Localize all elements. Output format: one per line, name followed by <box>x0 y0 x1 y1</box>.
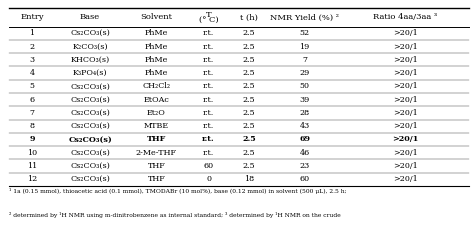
Text: 2.5: 2.5 <box>243 149 255 157</box>
Text: 2.5: 2.5 <box>243 122 255 130</box>
Text: KHCO₃(s): KHCO₃(s) <box>71 56 109 64</box>
Text: >20/1: >20/1 <box>393 122 418 130</box>
Text: 11: 11 <box>27 162 37 170</box>
Text: Entry: Entry <box>20 13 44 21</box>
Text: >20/1: >20/1 <box>393 69 418 77</box>
Text: r.t.: r.t. <box>203 69 214 77</box>
Text: >20/1: >20/1 <box>393 149 418 157</box>
Text: >20/1: >20/1 <box>393 29 418 37</box>
Text: Solvent: Solvent <box>140 13 173 21</box>
Text: 29: 29 <box>300 69 310 77</box>
Text: >20/1: >20/1 <box>393 109 418 117</box>
Text: 52: 52 <box>300 29 310 37</box>
Text: r.t.: r.t. <box>203 82 214 90</box>
Text: THF: THF <box>147 162 165 170</box>
Text: 60: 60 <box>300 175 310 183</box>
Text: Ratio 4aa/3aa ³: Ratio 4aa/3aa ³ <box>373 13 438 21</box>
Text: r.t.: r.t. <box>203 43 214 51</box>
Text: 10: 10 <box>27 149 37 157</box>
Text: >20/1: >20/1 <box>393 43 418 51</box>
Text: >20/1: >20/1 <box>393 56 418 64</box>
Text: 9: 9 <box>29 136 35 143</box>
Text: Cs₂CO₃(s): Cs₂CO₃(s) <box>70 109 110 117</box>
Text: 2.5: 2.5 <box>243 82 255 90</box>
Text: 39: 39 <box>300 96 310 104</box>
Text: CH₂Cl₂: CH₂Cl₂ <box>142 82 171 90</box>
Text: 69: 69 <box>299 136 310 143</box>
Text: 0: 0 <box>206 175 211 183</box>
Text: 7: 7 <box>302 56 307 64</box>
Text: 50: 50 <box>300 82 310 90</box>
Text: 2.5: 2.5 <box>243 96 255 104</box>
Text: t (h): t (h) <box>240 13 258 21</box>
Text: 2.5: 2.5 <box>243 56 255 64</box>
Text: 2.5: 2.5 <box>243 43 255 51</box>
Text: r.t.: r.t. <box>203 29 214 37</box>
Text: EtOAc: EtOAc <box>144 96 169 104</box>
Text: (° C): (° C) <box>199 16 219 24</box>
Text: 3: 3 <box>29 56 35 64</box>
Text: Cs₂CO₃(s): Cs₂CO₃(s) <box>70 96 110 104</box>
Text: r.t.: r.t. <box>203 109 214 117</box>
Text: >20/1: >20/1 <box>392 136 419 143</box>
Text: 2.5: 2.5 <box>243 109 255 117</box>
Text: Cs₂CO₃(s): Cs₂CO₃(s) <box>70 29 110 37</box>
Text: Cs₂CO₃(s): Cs₂CO₃(s) <box>70 82 110 90</box>
Text: 4: 4 <box>29 69 35 77</box>
Text: 5: 5 <box>29 82 35 90</box>
Text: 2: 2 <box>29 43 35 51</box>
Text: 60: 60 <box>203 162 214 170</box>
Text: PhMe: PhMe <box>145 69 168 77</box>
Text: 12: 12 <box>27 175 37 183</box>
Text: MTBE: MTBE <box>144 122 169 130</box>
Text: >20/1: >20/1 <box>393 82 418 90</box>
Text: PhMe: PhMe <box>145 29 168 37</box>
Text: T: T <box>206 11 211 19</box>
Text: 46: 46 <box>300 149 310 157</box>
Text: 1: 1 <box>29 29 35 37</box>
Text: 2.5: 2.5 <box>243 29 255 37</box>
Text: THF: THF <box>147 175 165 183</box>
Text: Base: Base <box>80 13 100 21</box>
Text: 18: 18 <box>244 175 254 183</box>
Text: r.t.: r.t. <box>202 136 215 143</box>
Text: Cs₂CO₃(s): Cs₂CO₃(s) <box>70 122 110 130</box>
Text: r.t.: r.t. <box>203 122 214 130</box>
Text: 2.5: 2.5 <box>242 136 256 143</box>
Text: 2.5: 2.5 <box>243 162 255 170</box>
Text: >20/1: >20/1 <box>393 162 418 170</box>
Text: 2-Me-THF: 2-Me-THF <box>136 149 177 157</box>
Text: THF: THF <box>147 136 166 143</box>
Text: >20/1: >20/1 <box>393 175 418 183</box>
Text: Et₂O: Et₂O <box>147 109 166 117</box>
Text: ² determined by ¹H NMR using m-dinitrobenzene as internal standard; ³ determined: ² determined by ¹H NMR using m-dinitrobe… <box>9 212 341 218</box>
Text: 23: 23 <box>300 162 310 170</box>
Text: 19: 19 <box>300 43 310 51</box>
Text: K₃PO₄(s): K₃PO₄(s) <box>73 69 108 77</box>
Text: Cs₂CO₃(s): Cs₂CO₃(s) <box>70 162 110 170</box>
Text: 6: 6 <box>29 96 35 104</box>
Text: PhMe: PhMe <box>145 43 168 51</box>
Text: >20/1: >20/1 <box>393 96 418 104</box>
Text: Cs₂CO₃(s): Cs₂CO₃(s) <box>70 149 110 157</box>
Text: 43: 43 <box>300 122 310 130</box>
Text: 7: 7 <box>29 109 35 117</box>
Text: Cs₂CO₃(s): Cs₂CO₃(s) <box>68 136 112 143</box>
Text: PhMe: PhMe <box>145 56 168 64</box>
Text: 8: 8 <box>29 122 35 130</box>
Text: NMR Yield (%) ²: NMR Yield (%) ² <box>270 13 339 21</box>
Text: r.t.: r.t. <box>203 56 214 64</box>
Text: Cs₂CO₃(s): Cs₂CO₃(s) <box>70 175 110 183</box>
Text: 28: 28 <box>300 109 310 117</box>
Text: r.t.: r.t. <box>203 149 214 157</box>
Text: K₂CO₃(s): K₂CO₃(s) <box>72 43 108 51</box>
Text: 2.5: 2.5 <box>243 69 255 77</box>
Text: ¹ 1a (0.15 mmol), thioacetic acid (0.1 mmol), TMODABr (10 mol%), base (0.12 mmol: ¹ 1a (0.15 mmol), thioacetic acid (0.1 m… <box>9 188 347 194</box>
Text: r.t.: r.t. <box>203 96 214 104</box>
